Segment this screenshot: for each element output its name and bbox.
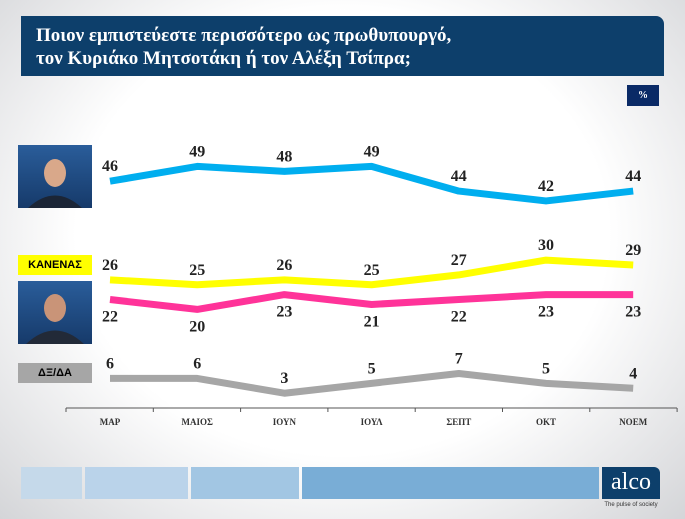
data-label-dk: 6 xyxy=(193,355,201,372)
x-tick-label: ΝΟΕΜ xyxy=(619,417,648,427)
data-label-none: 30 xyxy=(538,237,554,254)
legend-none: ΚΑΝΕΝΑΣ xyxy=(18,255,92,275)
x-tick-label: ΙΟΥΝ xyxy=(273,417,297,427)
data-label-tsipras: 23 xyxy=(276,304,292,321)
tsipras-photo xyxy=(18,281,92,344)
x-tick-label: ΙΟΥΛ xyxy=(361,417,384,427)
data-label-mitsotakis: 44 xyxy=(451,168,467,185)
data-label-none: 29 xyxy=(625,242,641,259)
x-tick-label: ΜΑΙΟΣ xyxy=(182,417,213,427)
data-label-tsipras: 20 xyxy=(189,318,205,335)
logo-tagline: The pulse of society xyxy=(604,502,658,508)
data-label-dk: 6 xyxy=(106,355,114,372)
footer-band-4 xyxy=(302,467,599,499)
data-label-mitsotakis: 44 xyxy=(625,168,641,185)
x-tick-label: ΣΕΠΤ xyxy=(446,417,471,427)
x-tick-label: ΟΚΤ xyxy=(536,417,556,427)
data-label-mitsotakis: 48 xyxy=(276,148,292,165)
footer-band-1 xyxy=(21,467,82,499)
data-label-dk: 3 xyxy=(280,370,288,387)
alco-logo: alco xyxy=(602,467,660,499)
data-label-tsipras: 22 xyxy=(451,309,467,326)
x-tick-label: ΜΑΡ xyxy=(100,417,121,427)
data-label-mitsotakis: 49 xyxy=(189,143,205,160)
data-label-none: 25 xyxy=(189,262,205,279)
series-line-dk xyxy=(110,369,634,397)
data-label-tsipras: 23 xyxy=(625,304,641,321)
legend-dk: ΔΞ/ΔΑ xyxy=(18,363,92,383)
data-label-mitsotakis: 49 xyxy=(364,143,380,160)
mitsotakis-photo xyxy=(18,145,92,208)
series-line-tsipras xyxy=(109,291,634,313)
chart-title: Ποιον εμπιστεύεστε περισσότερο ως πρωθυπ… xyxy=(21,16,664,76)
series-line-none xyxy=(109,256,634,289)
title-line-2: τον Κυριάκο Μητσοτάκη ή τον Αλέξη Τσίπρα… xyxy=(36,48,411,69)
data-label-none: 26 xyxy=(276,257,292,274)
data-label-tsipras: 21 xyxy=(364,313,380,330)
data-label-mitsotakis: 46 xyxy=(102,158,118,175)
footer-band-2 xyxy=(85,467,188,499)
data-label-tsipras: 23 xyxy=(538,304,554,321)
data-label-none: 26 xyxy=(102,257,118,274)
data-label-mitsotakis: 42 xyxy=(538,178,554,195)
data-label-dk: 5 xyxy=(542,360,550,377)
footer-band-3 xyxy=(191,467,299,499)
data-label-dk: 4 xyxy=(629,365,637,382)
unit-badge: % xyxy=(627,85,659,106)
data-label-none: 25 xyxy=(364,262,380,279)
data-label-dk: 5 xyxy=(368,360,376,377)
data-label-none: 27 xyxy=(451,252,467,269)
series-line-mitsotakis xyxy=(109,162,634,205)
title-line-1: Ποιον εμπιστεύεστε περισσότερο ως πρωθυπ… xyxy=(36,25,452,46)
data-label-tsipras: 22 xyxy=(102,309,118,326)
data-label-dk: 7 xyxy=(455,350,463,367)
